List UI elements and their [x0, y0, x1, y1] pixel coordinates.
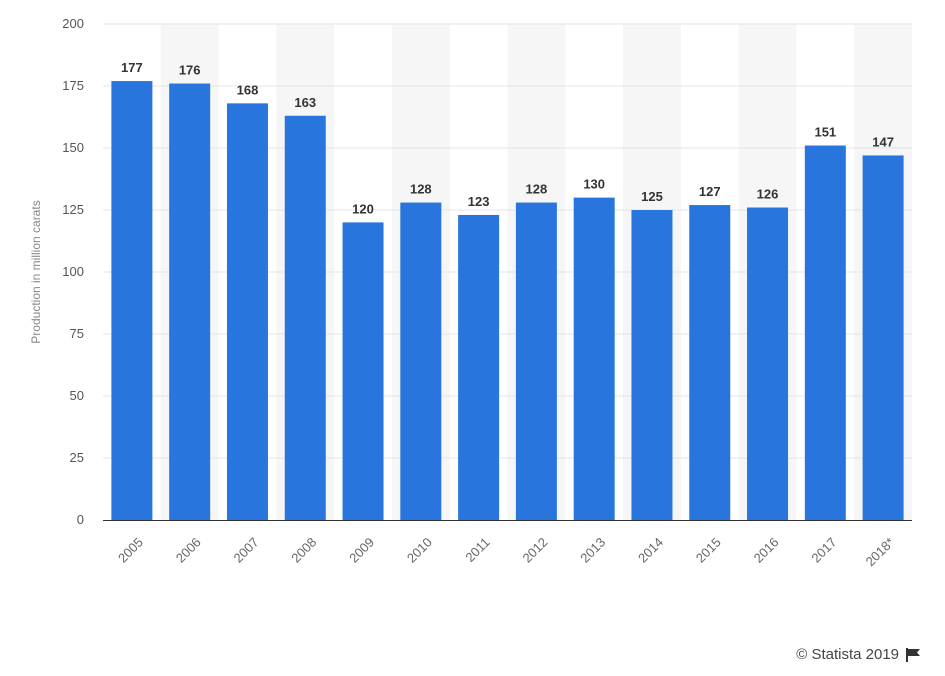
data-label: 147 [872, 134, 894, 149]
data-label: 125 [641, 189, 663, 204]
data-label: 126 [757, 187, 779, 202]
bar[interactable] [747, 207, 789, 520]
y-tick-label: 100 [62, 264, 84, 279]
bar[interactable] [515, 202, 557, 520]
data-label: 168 [237, 82, 259, 97]
data-label: 130 [583, 177, 605, 192]
x-tick-label: 2005 [115, 535, 146, 566]
x-tick-label: 2009 [346, 535, 377, 566]
bar[interactable] [458, 214, 500, 520]
y-axis-label: Production in million carats [29, 200, 43, 343]
bar[interactable] [573, 197, 615, 520]
bar[interactable] [400, 202, 442, 520]
data-label: 163 [294, 95, 316, 110]
credit-text: © Statista 2019 [796, 646, 899, 663]
x-tick-label: 2006 [173, 535, 204, 566]
y-tick-label: 125 [62, 202, 84, 217]
x-tick-label: 2007 [231, 535, 262, 566]
y-tick-label: 175 [62, 78, 84, 93]
bar[interactable] [111, 81, 153, 520]
data-label: 176 [179, 63, 201, 78]
x-tick-label: 2018* [863, 535, 898, 570]
bar-chart: 177 176 168 163 120 128 123 128 130 125 127 126 151 1… [29, 16, 912, 570]
x-tick-label: 2011 [462, 535, 492, 565]
data-label: 177 [121, 60, 143, 75]
data-label: 128 [410, 182, 432, 197]
data-label: 128 [526, 182, 548, 197]
bar[interactable] [169, 83, 211, 521]
x-tick-label: 2008 [288, 535, 319, 566]
y-tick-label: 150 [62, 140, 84, 155]
bar[interactable] [631, 210, 673, 520]
bar[interactable] [804, 145, 846, 520]
x-tick-label: 2013 [577, 535, 608, 566]
data-label: 120 [352, 201, 374, 216]
y-tick-label: 50 [70, 388, 84, 403]
data-labels: 177 176 168 163 120 128 123 128 130 125 127 126 151 1… [121, 60, 894, 216]
y-tick-label: 0 [77, 512, 84, 527]
bar[interactable] [226, 103, 268, 521]
x-tick-label: 2014 [635, 535, 666, 566]
bar[interactable] [862, 155, 904, 520]
x-axis-ticks: 2005 2006 2007 2008 2009 2010 2011 2012 2013 2014… [115, 535, 897, 570]
data-label: 127 [699, 184, 721, 199]
y-axis-ticks: 0 25 50 75 100 125 150 175 200 [62, 16, 84, 527]
data-label: 151 [814, 125, 836, 140]
bar[interactable] [689, 205, 731, 521]
flag-icon[interactable] [905, 647, 921, 662]
x-tick-label: 2010 [404, 535, 435, 566]
y-tick-label: 75 [70, 326, 84, 341]
y-tick-label: 25 [70, 450, 84, 465]
bar[interactable] [284, 115, 326, 520]
x-tick-label: 2012 [519, 535, 550, 566]
source-credit[interactable]: © Statista 2019 [796, 646, 921, 663]
bar[interactable] [342, 222, 384, 520]
bars [111, 81, 904, 521]
x-tick-label: 2017 [808, 535, 839, 566]
x-tick-label: 2016 [751, 535, 782, 566]
data-label: 123 [468, 194, 490, 209]
y-tick-label: 200 [62, 16, 84, 31]
x-tick-label: 2015 [693, 535, 724, 566]
